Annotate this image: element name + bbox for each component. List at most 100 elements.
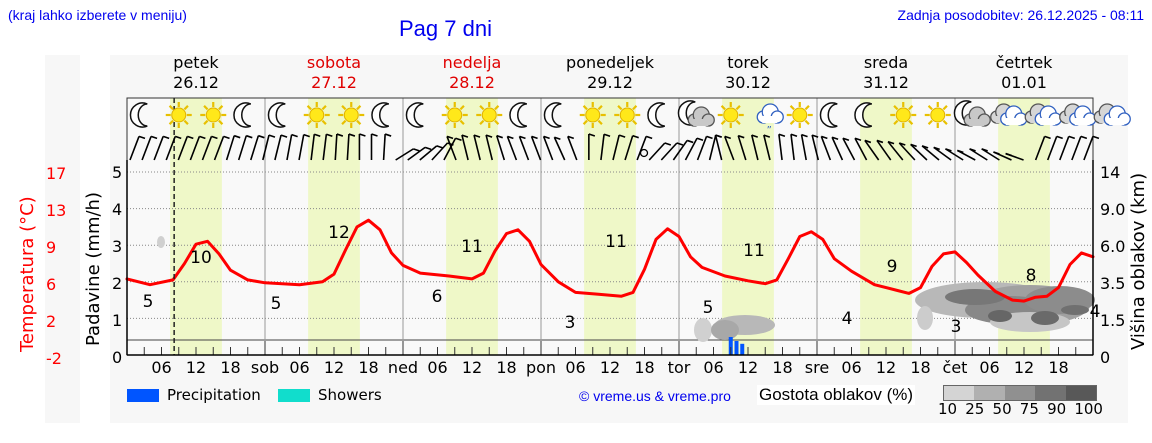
day-name: četrtek: [995, 53, 1053, 72]
wind-barb-flag: [138, 135, 146, 140]
sun-ray: [893, 119, 899, 125]
wind-barb-flag: [801, 133, 808, 138]
copyright-link[interactable]: © vreme.us & vreme.pro: [579, 388, 731, 404]
cloud-tick: 14: [1100, 163, 1121, 182]
temp-axis-panel: [45, 55, 80, 423]
wind-barb: [820, 136, 832, 161]
wind-barb-flag: [933, 146, 940, 151]
moon-icon: [509, 102, 528, 128]
wind-barb: [153, 136, 164, 161]
wind-barb: [1059, 136, 1070, 161]
sun-ray: [479, 119, 485, 125]
showers-swatch: [278, 389, 310, 402]
wind-barb: [842, 137, 856, 161]
precip-bar: [740, 343, 745, 355]
scale-step: [1004, 386, 1036, 400]
day-name: torek: [727, 53, 769, 72]
scale-step: [1035, 386, 1066, 400]
wind-barb: [189, 136, 201, 161]
calm-wind-icon: [639, 148, 649, 158]
precip-bar: [734, 341, 739, 355]
cloud-density-scale: [943, 385, 1097, 401]
wind-barb: [141, 136, 152, 161]
wind-barb-flag: [496, 134, 503, 139]
wind-barb-flag: [554, 136, 561, 141]
cloud-blob: [1031, 311, 1059, 325]
temp-axis-ticks: 17 13 9 6 2 -2: [46, 160, 76, 370]
wind-barb: [800, 134, 807, 161]
wind-barb-flag: [645, 135, 653, 140]
last-update: Zadnja posodobitev: 26.12.2025 - 08:11: [897, 7, 1144, 23]
sun-ray: [341, 105, 347, 111]
sun-ray: [582, 119, 588, 125]
sun-icon: [585, 107, 601, 123]
wind-barb: [790, 134, 795, 161]
wind-barb-flag: [211, 135, 218, 140]
wind-barb-flag: [945, 148, 952, 152]
wind-barb-flag: [724, 135, 732, 140]
cloud-blob: [988, 310, 1012, 322]
x-tick-hour: 18: [634, 358, 655, 377]
cloud-density-label: Gostota oblakov (%): [757, 385, 916, 405]
x-tick-hour: 12: [875, 358, 897, 377]
temp-tick: 9: [46, 238, 57, 257]
temperature-value-label: 10: [190, 248, 212, 268]
temperature-line: [125, 218, 1095, 303]
x-tick-hour: 12: [737, 358, 759, 377]
rain-drops-icon: ”: [767, 125, 772, 136]
cloud-icon: [1069, 105, 1097, 126]
wind-barb-flag: [778, 133, 786, 138]
cloud-tick: 3.5: [1100, 274, 1126, 293]
precip-tick: 4: [112, 200, 123, 219]
wind-barb-flag: [1044, 135, 1051, 140]
wind-barb: [969, 148, 988, 161]
sun-ray: [444, 105, 450, 111]
wind-barb: [322, 134, 328, 161]
day-name: sreda: [863, 53, 909, 72]
wind-barb: [177, 136, 189, 161]
temperature-value-label: 9: [887, 257, 898, 277]
wind-barb: [431, 142, 449, 161]
daylight-band: [584, 98, 636, 355]
x-tick-hour: 06: [841, 358, 862, 377]
sun-icon: [171, 107, 187, 123]
wind-barb: [898, 142, 916, 161]
x-tick-hour: 18: [910, 358, 931, 377]
precipitation-legend-label: Precipitation: [167, 386, 261, 404]
day-header: ponedeljek 29.12: [550, 53, 670, 93]
wind-barb-flag: [1005, 152, 1012, 157]
wind-barb-flag: [664, 142, 672, 146]
wind-barb: [382, 134, 386, 161]
day-date: 01.01: [1001, 73, 1047, 92]
wind-barb: [201, 136, 213, 161]
wind-barb-flag: [258, 134, 265, 139]
cloud-blob: [694, 318, 712, 342]
wind-barb-flag: [348, 133, 356, 137]
wind-barb-flag: [842, 137, 850, 141]
day-name: ponedeljek: [566, 53, 654, 72]
cloud-icon: [1103, 105, 1131, 126]
scale-step: [944, 386, 975, 400]
cloud-blob: [711, 320, 739, 340]
wind-barb-flag: [981, 148, 988, 152]
wind-barb: [310, 134, 316, 161]
x-tick-hour: 12: [1013, 358, 1035, 377]
wind-barb: [286, 134, 293, 161]
wind-barb: [274, 134, 282, 161]
sun-ray: [908, 119, 914, 125]
wind-barb-flag: [268, 134, 276, 138]
day-date: 26.12: [173, 73, 219, 92]
day-header: sobota 27.12: [274, 53, 394, 93]
wind-barb: [648, 142, 666, 161]
sun-ray: [617, 105, 623, 111]
wind-barb: [334, 134, 338, 161]
location-menu-hint[interactable]: (kraj lahko izberete v meniju): [8, 7, 187, 23]
scale-label: 25: [965, 400, 985, 418]
precip-tick: 3: [112, 237, 123, 256]
wind-barb: [612, 134, 620, 161]
sun-ray: [459, 105, 465, 111]
sun-ray: [494, 105, 500, 111]
wind-barb-flag: [473, 134, 481, 138]
cloud-tick: 6.0: [1100, 237, 1126, 256]
wind-barb-flag: [790, 133, 798, 138]
